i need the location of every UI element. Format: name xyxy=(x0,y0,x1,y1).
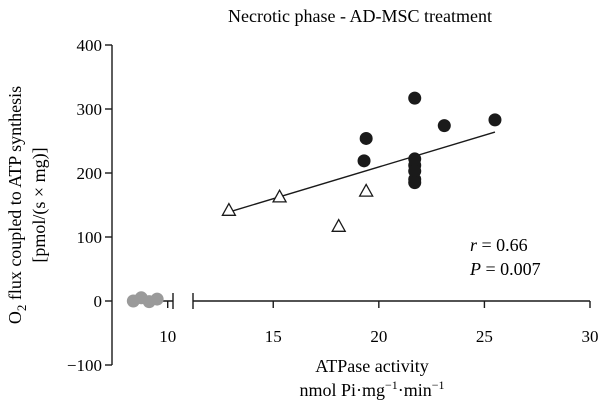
grey-point xyxy=(150,292,164,306)
y-tick-label: 300 xyxy=(77,100,103,119)
y-tick-label: −100 xyxy=(67,356,102,375)
y-tick-label: 100 xyxy=(77,228,103,247)
y-axis-label-o: O xyxy=(5,311,25,324)
y-tick-label: 0 xyxy=(94,292,103,311)
x-units-exp-1: −1 xyxy=(385,378,398,392)
x-tick-label: 15 xyxy=(265,327,282,346)
y-tick-label: 400 xyxy=(77,36,103,55)
x-units-b: ·min xyxy=(398,380,432,400)
x-tick-label: 20 xyxy=(370,327,387,346)
r-value: = 0.66 xyxy=(477,235,528,255)
filled-point xyxy=(357,154,371,168)
x-axis-label: ATPase activity xyxy=(315,356,428,376)
filled-point xyxy=(488,113,502,127)
r-annotation: r = 0.66 xyxy=(470,235,528,255)
triangle-point xyxy=(221,202,237,216)
r-symbol: r xyxy=(470,235,478,255)
y-axis-label-sub: 2 xyxy=(14,305,29,312)
p-value: = 0.007 xyxy=(481,259,541,279)
fit-line-group xyxy=(228,131,496,213)
filled-point xyxy=(359,131,373,145)
data-points xyxy=(126,91,502,309)
y-tick-label: 200 xyxy=(77,164,103,183)
x-tick-label: 10 xyxy=(159,327,176,346)
triangle-point xyxy=(271,188,288,203)
chart-title: Necrotic phase - AD-MSC treatment xyxy=(228,6,492,26)
triangle-point xyxy=(331,218,347,232)
x-units-exp-2: −1 xyxy=(432,378,445,392)
p-symbol: P xyxy=(469,259,481,279)
filled-point xyxy=(437,119,451,133)
filled-point xyxy=(408,91,422,105)
svg-text:O2 flux coupled to ATP synthes: O2 flux coupled to ATP synthesis xyxy=(5,86,29,324)
y-axis-label-rest: flux coupled to ATP synthesis xyxy=(5,86,25,305)
regression-line xyxy=(228,131,496,213)
p-annotation: P = 0.007 xyxy=(469,259,541,279)
x-tick-label: 25 xyxy=(476,327,493,346)
triangle-point xyxy=(358,183,374,197)
x-units-a: nmol Pi·mg xyxy=(299,380,385,400)
y-axis-ticks: −100 0 100 200 300 400 xyxy=(67,36,112,375)
x-axis-label-units: nmol Pi·mg−1·min−1 xyxy=(299,378,444,400)
x-axis-ticks: 10 15 20 25 30 xyxy=(159,301,599,346)
x-tick-label: 30 xyxy=(582,327,599,346)
filled-point xyxy=(408,176,422,190)
axes xyxy=(111,45,590,365)
y-axis-label: O2 flux coupled to ATP synthesis [pmol/(… xyxy=(5,86,50,324)
y-axis-label-units: [pmol/(s × mg)] xyxy=(29,147,50,262)
